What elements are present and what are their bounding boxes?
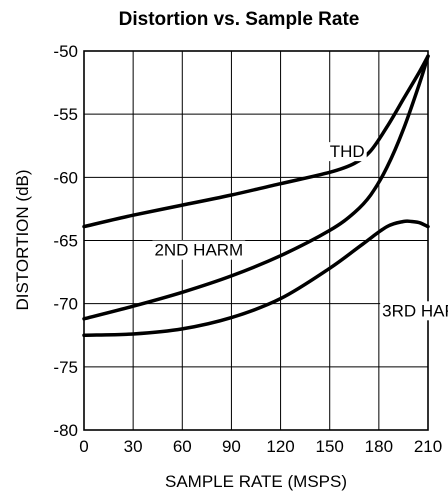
x-axis-label: SAMPLE RATE (MSPS) [165, 472, 347, 491]
x-tick-label: 30 [124, 437, 143, 456]
annotation-background [152, 240, 246, 260]
y-tick-label: -70 [53, 295, 78, 314]
x-tick-label: 150 [316, 437, 344, 456]
y-tick-label: -75 [53, 358, 78, 377]
y-tick-label: -80 [53, 421, 78, 440]
y-tick-label: -60 [53, 168, 78, 187]
series-layer [82, 54, 430, 338]
x-tick-label: 60 [173, 437, 192, 456]
annotation-background [380, 301, 448, 321]
chart-title: Distortion vs. Sample Rate [119, 9, 360, 30]
x-tick-label: 90 [222, 437, 241, 456]
grid [83, 50, 429, 431]
tick-labels: 0 30 60 90 120 150 180 210 -50 -55 -60 -65 -70 -75 -80 [53, 42, 442, 456]
series-line-2nd-harm [82, 54, 430, 321]
y-axis-label: DISTORTION (dB) [13, 169, 32, 310]
x-tick-label: 180 [365, 437, 393, 456]
series-line-3rd-harm [82, 219, 430, 338]
plot-frame [83, 50, 429, 431]
y-tick-label: -65 [53, 232, 78, 251]
y-tick-label: -55 [53, 105, 78, 124]
annotation-background [327, 142, 367, 162]
y-tick-label: -50 [53, 42, 78, 61]
series-line-thd [82, 54, 430, 229]
x-tick-label: 0 [79, 437, 88, 456]
x-tick-label: 120 [266, 437, 294, 456]
annotation-thd: THD [330, 142, 365, 161]
annotation-3rd-harm: 3RD HARM [382, 301, 448, 320]
annotations: THD 2ND HARM 3RD HARM [152, 142, 448, 321]
annotation-2nd-harm: 2ND HARM [154, 241, 243, 260]
x-tick-label: 210 [414, 437, 442, 456]
